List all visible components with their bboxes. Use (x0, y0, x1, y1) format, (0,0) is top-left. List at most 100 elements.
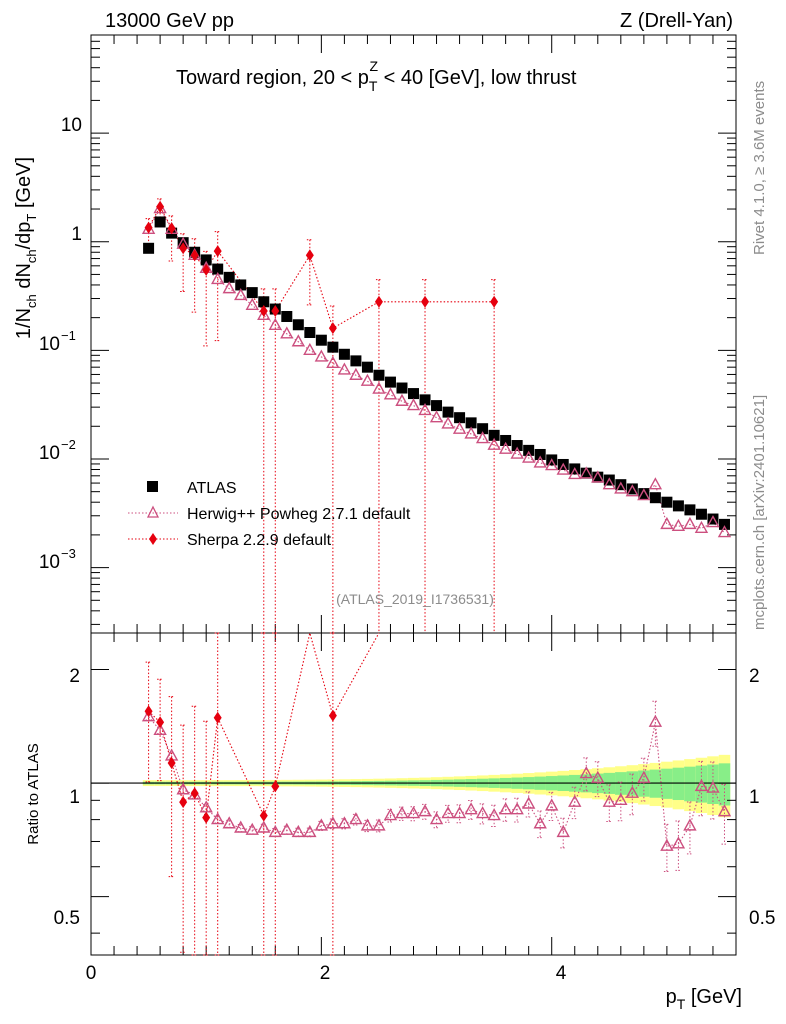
herwig-ratio-point (429, 812, 444, 825)
atlas-point (672, 500, 684, 512)
herwig-point (533, 455, 547, 468)
sherpa-ratio-point (213, 711, 222, 724)
herwig-point (429, 410, 444, 423)
ratio-band-inner (661, 768, 673, 799)
ratio-data-points (141, 705, 732, 851)
legend: ATLAS Herwig++ Powheg 2.7.1 default Sher… (128, 480, 411, 549)
atlas-point (695, 508, 707, 520)
panel-title: Toward region, 20 < pTZ < 40 [GeV], low … (176, 58, 577, 94)
ratio-y-axis-label: Ratio to ATLAS (25, 743, 42, 844)
ratio-band-inner (684, 766, 696, 802)
legend-marker-sherpa (149, 533, 157, 545)
herwig-point (521, 450, 536, 463)
ratio-axis-ticks (90, 633, 736, 955)
herwig-point (625, 484, 640, 497)
x-tick-2: 2 (320, 963, 331, 984)
herwig-ratio-point (464, 802, 478, 815)
herwig-ratio-point (383, 808, 398, 821)
herwig-ratio-point (671, 836, 686, 849)
sherpa-point (156, 200, 165, 213)
atlas-point (580, 467, 592, 479)
y-tick-label-0.001: 10 (39, 552, 60, 573)
herwig-ratio-point (326, 816, 340, 829)
atlas-point (361, 361, 373, 373)
herwig-ratio-point (717, 804, 732, 817)
main-y-tick-labels: 10 1 10 −1 10 −2 10 −3 (39, 115, 82, 573)
herwig-point (602, 477, 616, 490)
ratio-y-tick-1-right: 1 (749, 787, 760, 808)
atlas-point (384, 376, 396, 388)
ratio-band-inner (695, 765, 708, 803)
herwig-point (303, 342, 317, 356)
sherpa-ratio-point (271, 780, 280, 793)
herwig-ratio-point (268, 824, 282, 838)
herwig-point (360, 373, 375, 386)
sherpa-point (271, 305, 280, 318)
herwig-point (291, 334, 306, 347)
atlas-point (477, 423, 489, 435)
herwig-ratio-point (291, 824, 306, 838)
herwig-point (222, 281, 236, 294)
atlas-point (465, 417, 477, 429)
sherpa-point (490, 295, 499, 308)
herwig-line (148, 207, 725, 534)
y-tick-label-0.1: 10 (39, 334, 60, 355)
herwig-point (326, 355, 340, 368)
main-axis-ticks (90, 34, 736, 633)
atlas-point (707, 513, 719, 525)
main-series-lines (148, 205, 725, 534)
sherpa-point (305, 249, 314, 262)
herwig-point (683, 516, 697, 530)
herwig-ratio-point (521, 796, 536, 809)
herwig-point (464, 426, 478, 439)
mcplots-label: mcplots.cern.ch [arXiv:2401.10621] (751, 395, 768, 630)
sherpa-point (167, 222, 176, 235)
herwig-point (498, 441, 513, 454)
sherpa-point (179, 242, 188, 255)
herwig-point (706, 515, 720, 528)
atlas-point (626, 483, 638, 495)
y-tick-label-0.01: 10 (39, 443, 60, 464)
atlas-point (511, 440, 523, 452)
atlas-point (488, 429, 500, 441)
herwig-ratio-point (141, 709, 156, 722)
atlas-point (235, 279, 247, 291)
herwig-ratio-point (280, 822, 294, 835)
herwig-ratio-point (211, 812, 225, 825)
ratio-error-bars (145, 632, 728, 956)
atlas-point (223, 271, 235, 283)
herwig-point (475, 431, 490, 444)
herwig-ratio-point (545, 798, 559, 811)
herwig-point (637, 488, 651, 501)
herwig-ratio-point (234, 820, 248, 833)
herwig-point (694, 520, 709, 534)
herwig-ratio-point (360, 818, 375, 831)
ratio-y-tick-2-right: 2 (749, 666, 760, 687)
herwig-point (257, 307, 271, 321)
atlas-point (200, 254, 212, 266)
herwig-ratio-point (303, 824, 317, 838)
atlas-point (649, 492, 661, 504)
atlas-point (523, 444, 535, 456)
herwig-point (648, 477, 663, 490)
atlas-point (304, 326, 316, 338)
main-panel: Toward region, 20 < pTZ < 40 [GeV], low … (13, 34, 737, 634)
herwig-ratio-point (660, 838, 674, 851)
sherpa-point (328, 322, 337, 335)
atlas-point (315, 334, 327, 346)
atlas-point (327, 341, 339, 353)
legend-label-atlas: ATLAS (187, 480, 237, 497)
herwig-point (614, 481, 628, 494)
herwig-point (395, 393, 409, 406)
herwig-point (234, 288, 248, 301)
atlas-point (373, 369, 385, 381)
herwig-ratio-point (337, 816, 352, 829)
herwig-ratio-point (706, 780, 720, 793)
ratio-band-inner (672, 767, 685, 801)
sherpa-point (259, 305, 268, 318)
herwig-ratio-point (637, 770, 651, 783)
y-tick-exp-0.001: −3 (61, 546, 76, 561)
y-tick-exp-0.01: −2 (61, 437, 76, 452)
atlas-point (684, 504, 696, 516)
herwig-ratio-point (441, 806, 455, 819)
